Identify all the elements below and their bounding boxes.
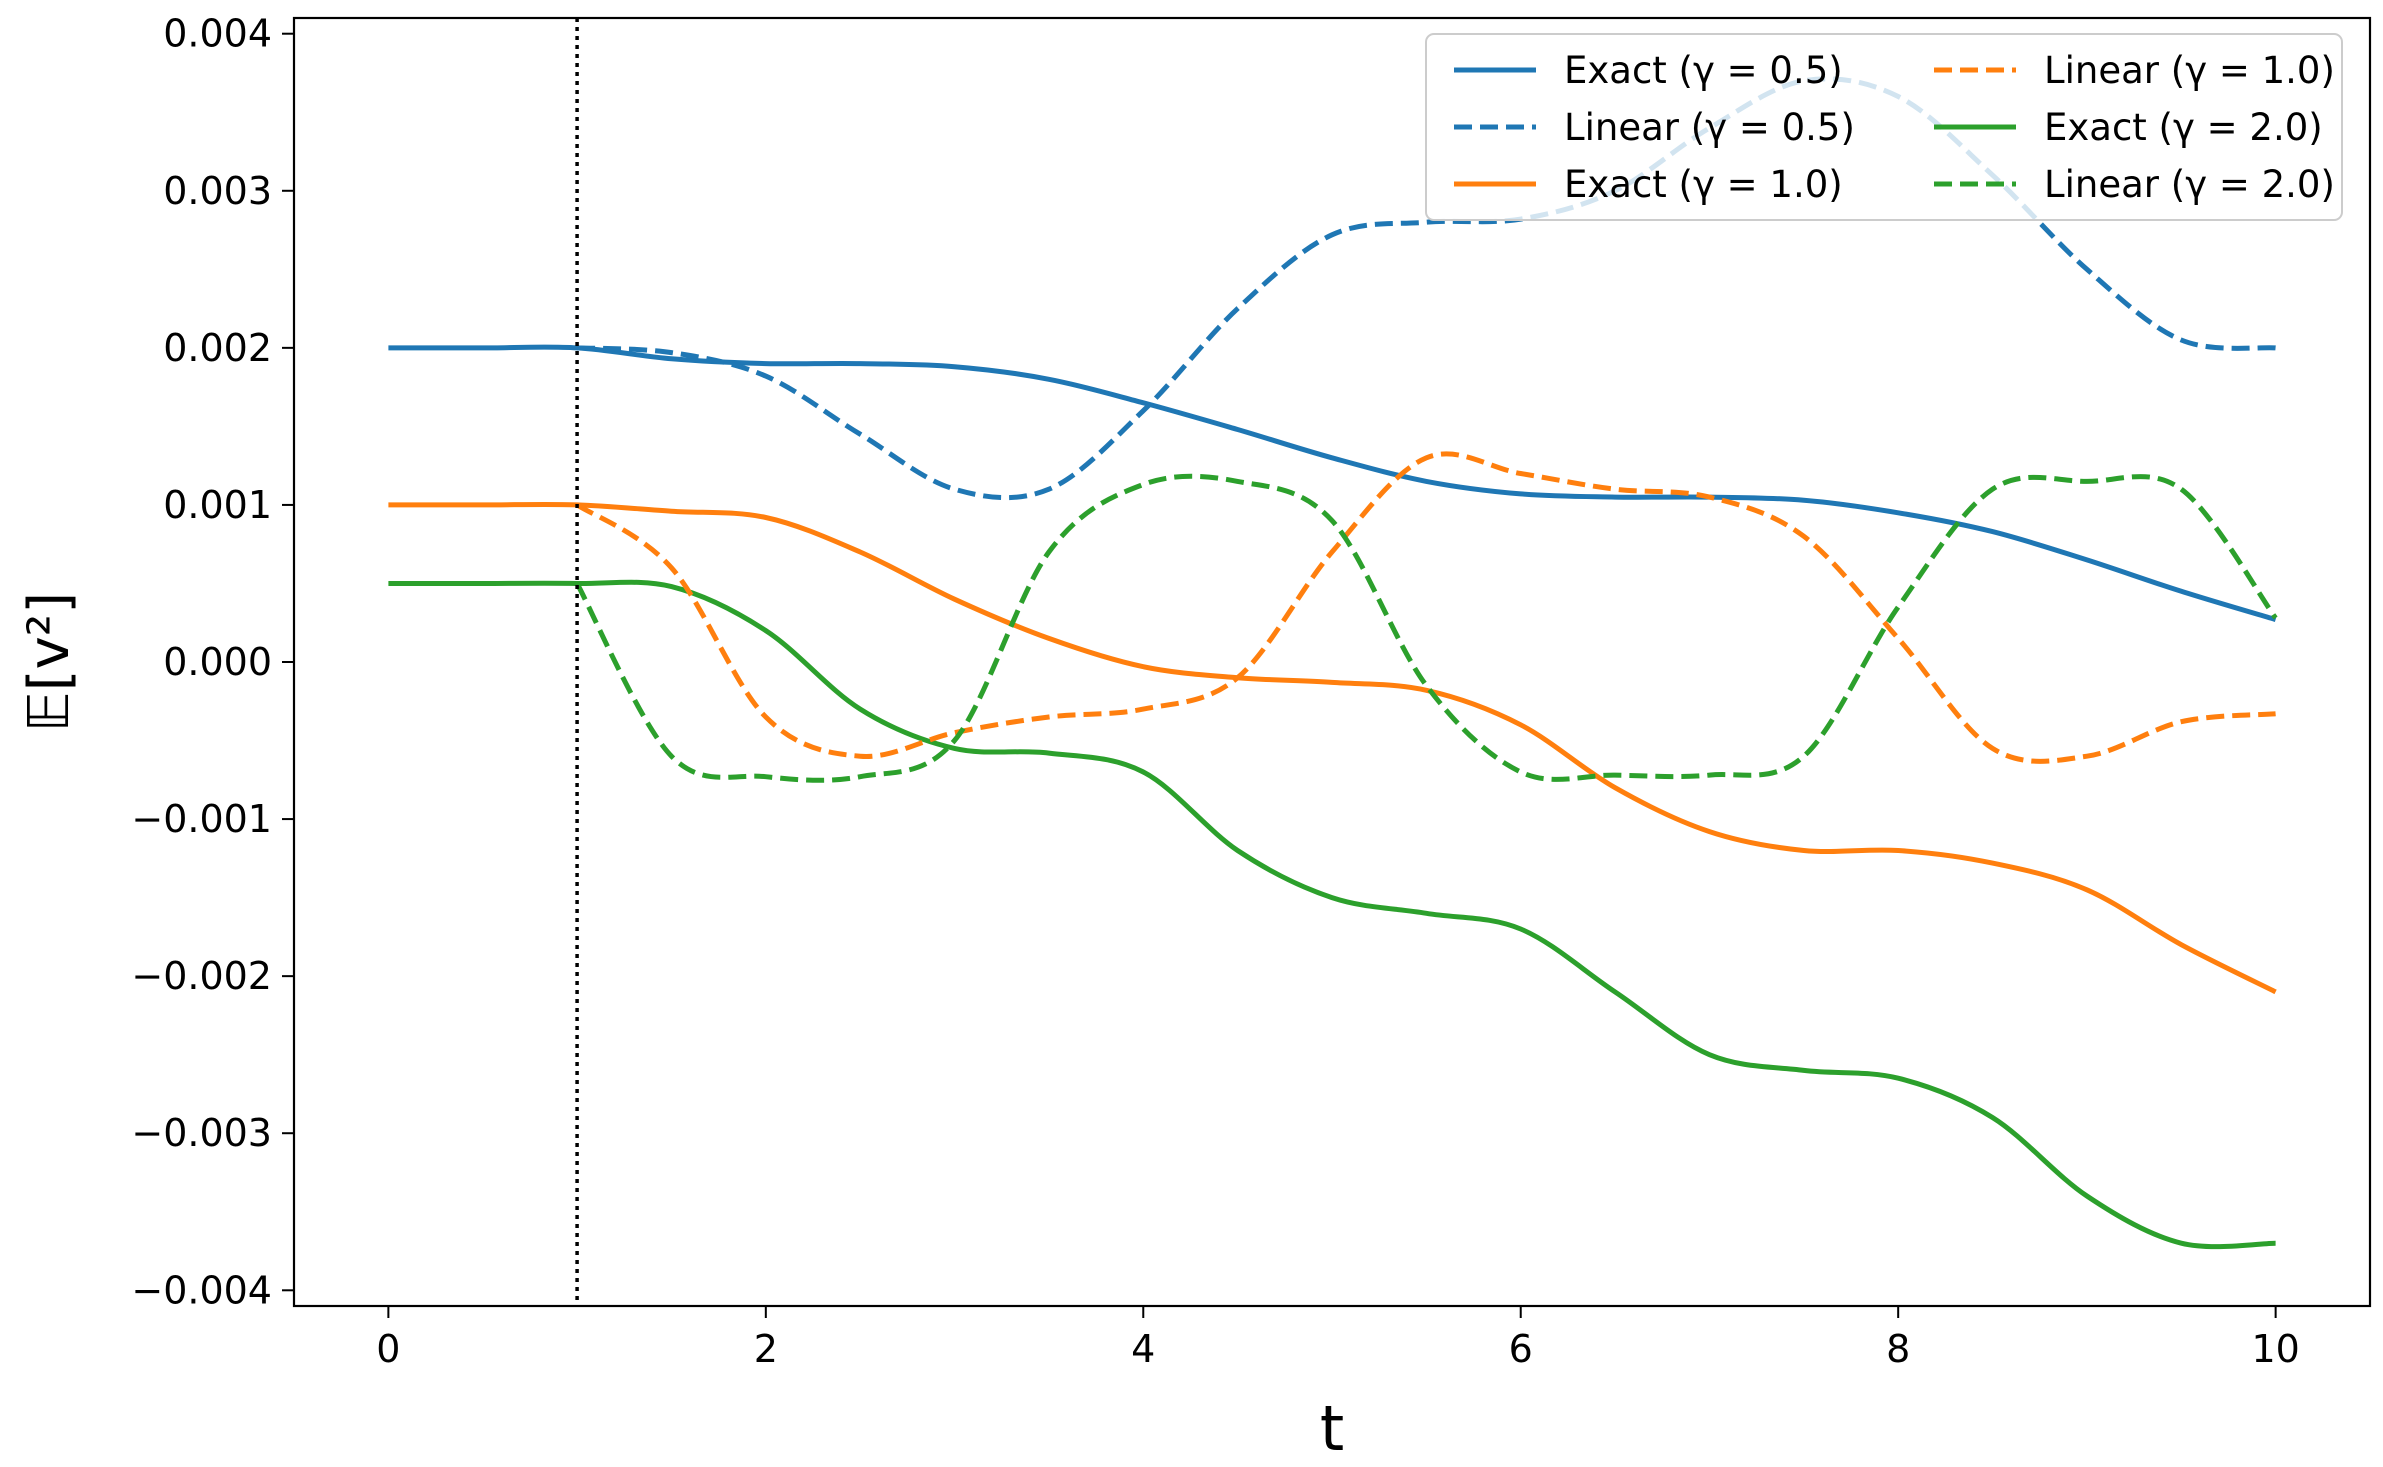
y-tick-label: −0.002 [131, 954, 272, 998]
x-tick-label: 2 [754, 1327, 778, 1371]
y-tick-label: 0.004 [163, 12, 272, 56]
y-tick-label: 0.000 [163, 640, 272, 684]
x-tick-label: 6 [1509, 1327, 1533, 1371]
x-axis-label: t [1320, 1392, 1344, 1465]
legend-label: Linear (γ = 2.0) [2044, 163, 2335, 206]
legend-label: Exact (γ = 2.0) [2044, 106, 2323, 149]
legend-label: Exact (γ = 0.5) [1564, 49, 1843, 92]
series-line-3 [575, 451, 2276, 764]
y-tick-label: −0.004 [131, 1268, 272, 1312]
series-line-2 [388, 501, 2277, 995]
legend-label: Linear (γ = 0.5) [1564, 106, 1855, 149]
series-line-4 [388, 579, 2276, 1250]
y-tick-label: −0.003 [131, 1111, 272, 1155]
x-tick-label: 0 [376, 1327, 400, 1371]
y-tick-label: 0.002 [163, 326, 272, 370]
y-tick-label: 0.003 [163, 169, 272, 213]
y-tick-label: −0.001 [131, 797, 272, 841]
series-line-5 [574, 473, 2278, 783]
series-line-0 [388, 344, 2277, 622]
x-tick-label: 4 [1131, 1327, 1155, 1371]
x-tick-label: 10 [2251, 1327, 2299, 1371]
legend-label: Exact (γ = 1.0) [1564, 163, 1843, 206]
legend-label: Linear (γ = 1.0) [2044, 49, 2335, 92]
y-axis-ticks: 0.004 0.003 0.002 0.001 0.000 −0.001 −0.002 −0.… [131, 12, 294, 1312]
y-tick-label: 0.001 [163, 483, 272, 527]
x-axis-ticks: 0 2 4 6 8 10 [376, 1306, 2300, 1371]
legend-box [1425, 33, 2343, 221]
legend: Exact (γ = 0.5) Linear (γ = 0.5) Exact (γ … [1425, 33, 2343, 221]
y-axis-label: 𝔼[v²] [17, 592, 82, 732]
x-tick-label: 8 [1886, 1327, 1910, 1371]
